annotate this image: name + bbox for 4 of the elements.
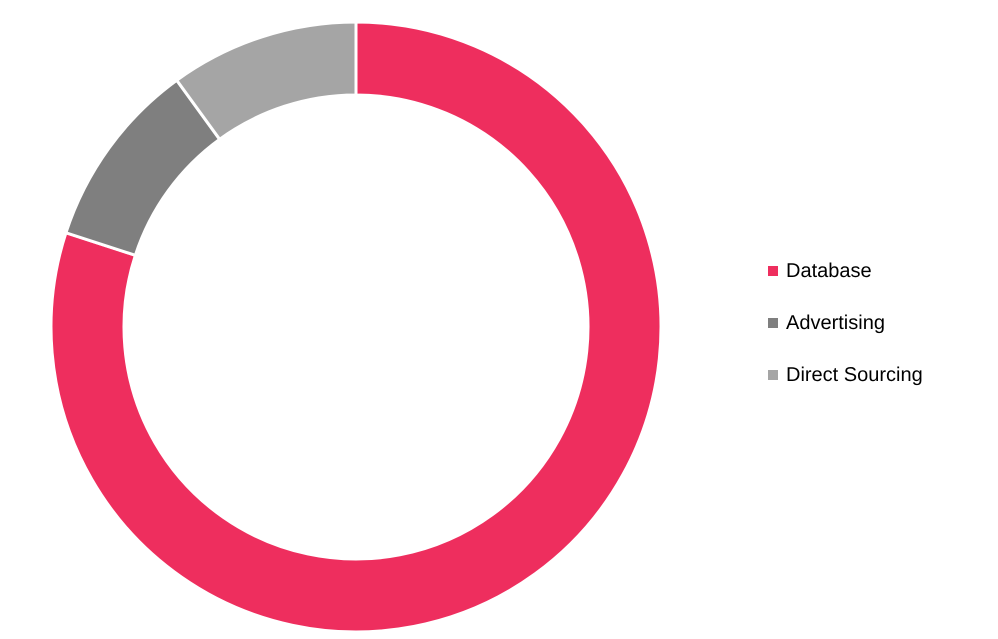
legend-label: Direct Sourcing [786, 363, 923, 388]
legend-label: Database [786, 259, 872, 284]
donut-slice [50, 20, 662, 634]
legend-label: Advertising [786, 311, 885, 336]
